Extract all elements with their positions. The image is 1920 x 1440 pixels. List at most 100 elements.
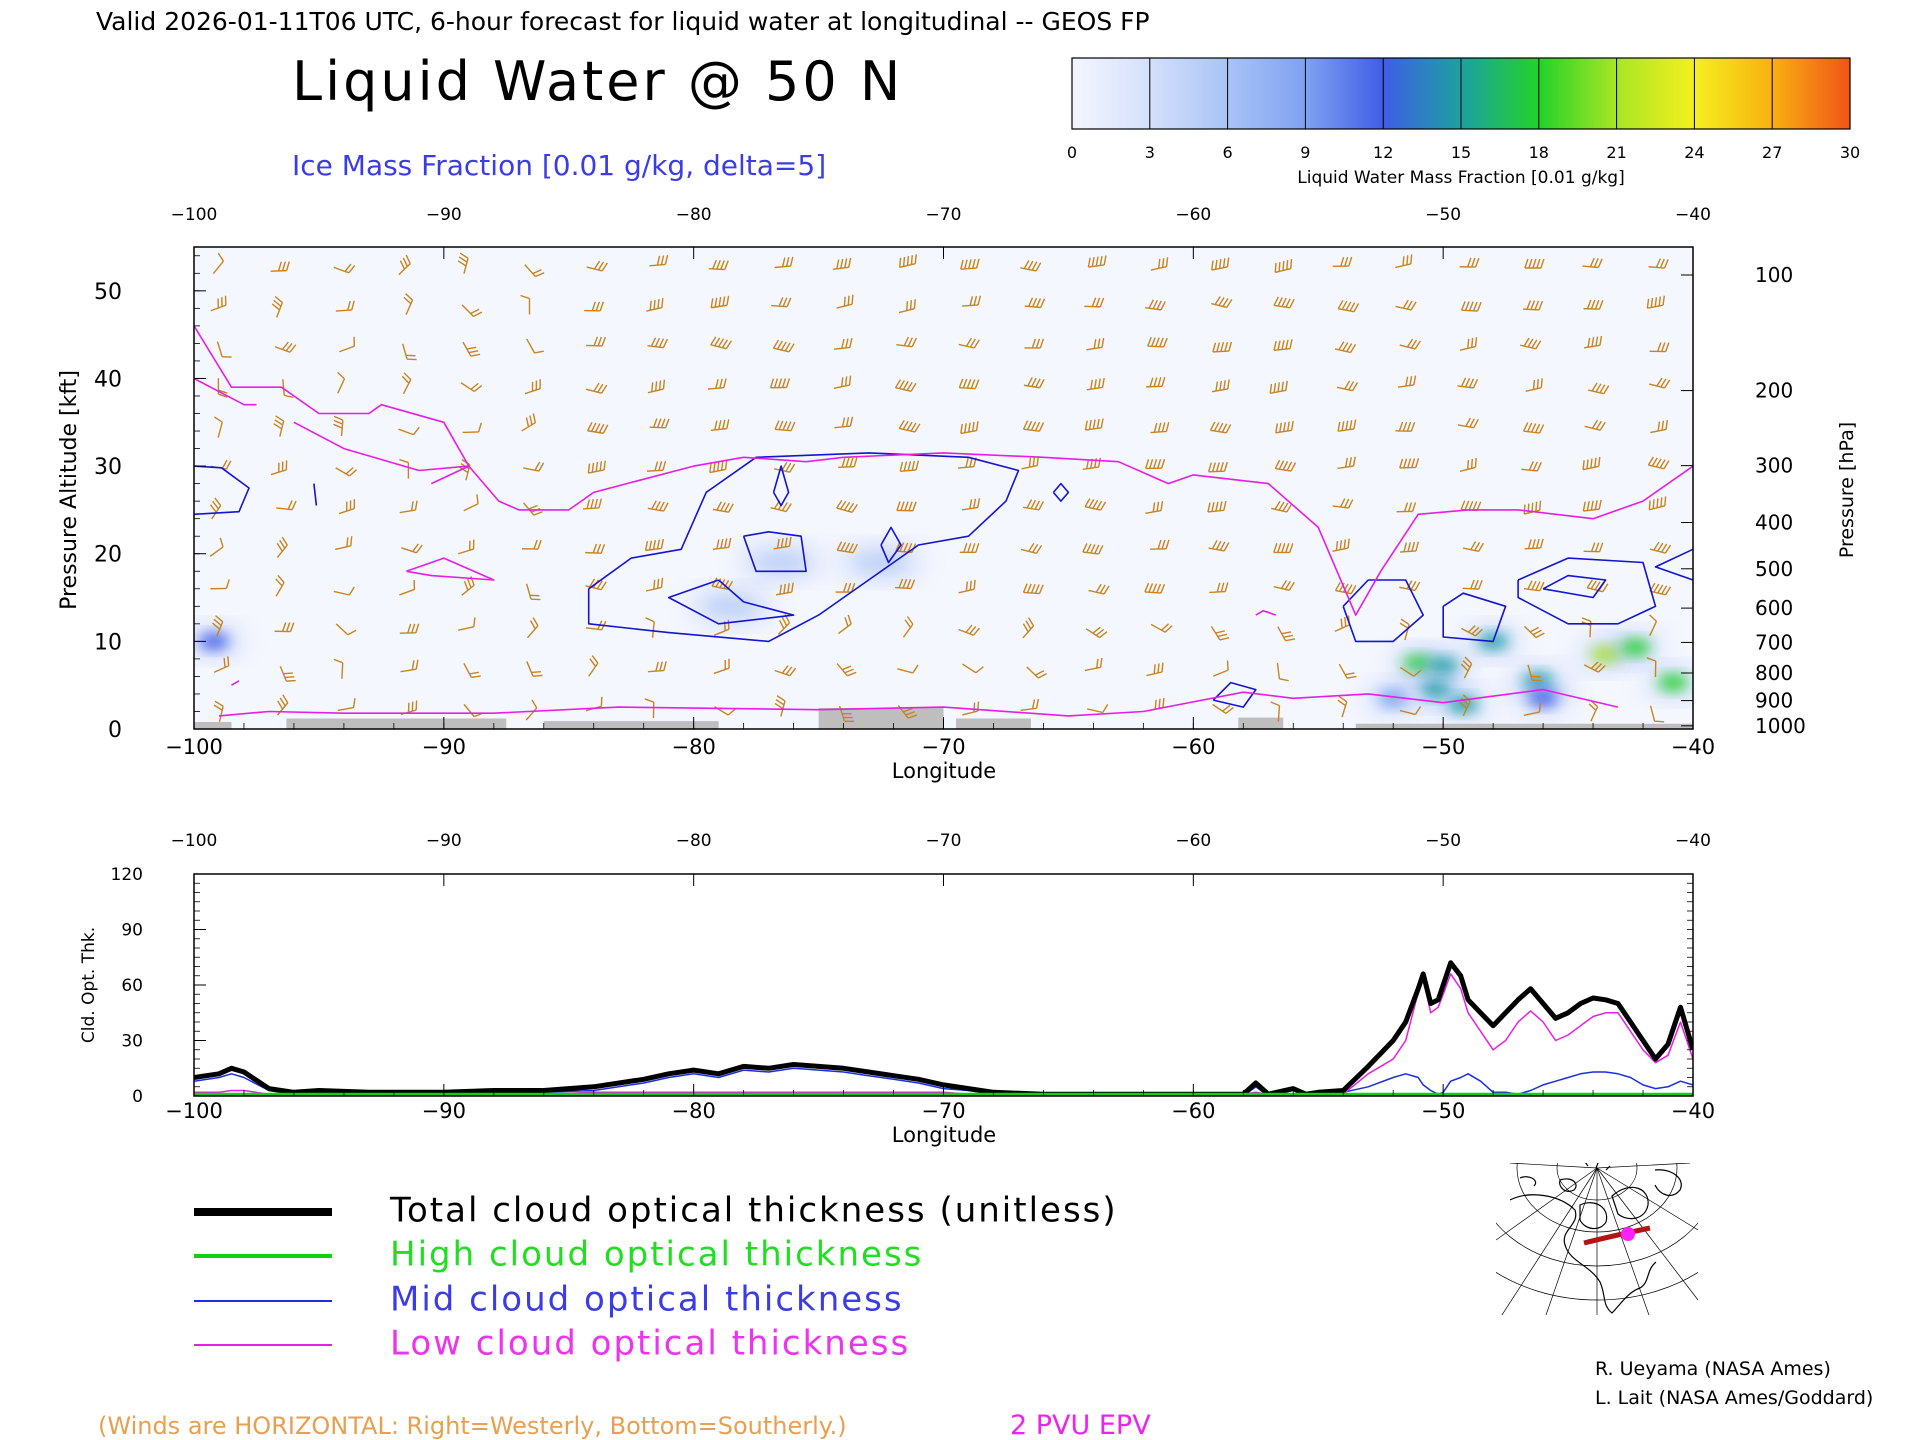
wind-barb: [333, 263, 356, 274]
wind-barb-flag: [651, 382, 654, 392]
wind-barb: [1649, 541, 1672, 554]
wind-barb-flag: [1273, 340, 1277, 351]
wind-barb: [1395, 299, 1417, 311]
epv-note: 2 PVU EPV: [1010, 1410, 1151, 1440]
wind-barb-flag: [1341, 300, 1348, 310]
wind-barb-flag: [1589, 257, 1595, 268]
wind-barb: [1459, 694, 1471, 717]
wind-barb-flag: [973, 498, 977, 509]
wind-barb: [1087, 255, 1107, 268]
wind-barb-flag: [1346, 584, 1353, 594]
wind-barb: [1270, 701, 1281, 722]
wind-barb-flag: [1598, 499, 1602, 510]
wind-barb: [832, 257, 852, 270]
wind-barb-flag: [586, 422, 593, 432]
wind-barb: [1273, 296, 1295, 309]
wind-barb-flag: [218, 393, 228, 398]
wind-barb: [585, 382, 608, 394]
wind-barb-flag: [1464, 656, 1473, 665]
wind-barb: [1207, 461, 1228, 473]
wind-barb-flag: [784, 342, 791, 352]
wind-barb-flag: [1277, 382, 1281, 392]
colorbar: 0 3 6 9 12 15 18 21 24 27 30: [1067, 57, 1860, 162]
wind-barb: [586, 260, 608, 272]
wind-barb-shaft: [523, 467, 540, 472]
main-plot-background: [194, 247, 1693, 729]
wind-barb-flag: [1038, 584, 1044, 594]
wind-barb-flag: [399, 458, 409, 464]
wind-barb-flag: [1337, 300, 1344, 310]
wind-barb-flag: [911, 460, 916, 471]
wind-barb-flag: [1663, 259, 1669, 269]
wind-barb-flag: [1161, 422, 1166, 432]
wind-barb-flag: [1531, 539, 1536, 549]
wind-barb-flag: [848, 257, 852, 268]
wind-barb-flag: [659, 661, 663, 671]
wind-barb: [647, 379, 666, 394]
wind-barb-flag: [844, 617, 849, 627]
wind-barb: [526, 338, 544, 354]
main-ticks: −100 −100 −90 −90 −80 −80 −70 −70 −60 −60 −50 −50 −4…: [94, 205, 1806, 759]
wind-barb-flag: [1459, 701, 1468, 710]
wind-barb-flag: [1410, 254, 1413, 264]
wind-barb-flag: [1657, 421, 1661, 432]
wind-barb-flag: [716, 260, 721, 270]
wind-barb-flag: [1530, 300, 1536, 310]
wind-barb-flag: [650, 337, 657, 347]
wind-barb-flag: [842, 582, 848, 593]
wind-barb-flag: [1476, 501, 1482, 511]
wind-barb-flag: [1603, 385, 1610, 395]
wind-barb-flag: [1659, 459, 1666, 469]
wind-barb: [960, 258, 980, 270]
wind-barb-flag: [789, 256, 794, 267]
wind-barb: [896, 336, 917, 348]
wind-barb: [270, 460, 288, 476]
wind-barb: [710, 336, 732, 350]
lower-x-tick-label: −70: [921, 1099, 965, 1123]
wind-barb: [1084, 657, 1103, 672]
wind-barb-flag: [1414, 706, 1422, 715]
ice-contour: [1442, 592, 1507, 643]
wind-barb: [586, 422, 609, 434]
page-title: Liquid Water @ 50 N: [292, 50, 903, 113]
wind-barb: [403, 293, 414, 315]
wind-barb-flag: [1281, 340, 1285, 350]
wind-barb-flag: [1157, 422, 1162, 433]
wind-barb: [1274, 459, 1297, 472]
wind-barb-flag: [1034, 500, 1041, 510]
wind-barb-flag: [1650, 297, 1654, 308]
wind-barb-flag: [716, 501, 722, 511]
wind-barb-flag: [1227, 379, 1230, 390]
wind-barb: [337, 698, 356, 712]
wind-barb-flag: [1664, 496, 1667, 506]
main-x-tick-label: −100: [165, 735, 223, 759]
liquid-water-blob: [841, 548, 922, 577]
main-y-tick-label: 0: [108, 718, 122, 743]
wind-barb-flag: [1467, 257, 1472, 268]
wind-barb-flag: [591, 655, 599, 664]
wind-barb: [1150, 623, 1173, 633]
wind-barb-flag: [213, 704, 223, 711]
wind-barb: [463, 663, 481, 679]
wind-barb: [1273, 580, 1295, 591]
wind-barb-flag: [781, 461, 788, 471]
wind-barb: [962, 295, 982, 307]
wind-barb-flag: [1034, 421, 1041, 431]
wind-barb-flag: [1343, 539, 1346, 549]
ice-contour: [1052, 482, 1070, 502]
wind-barb-flag: [411, 701, 414, 712]
wind-barb-flag: [603, 460, 606, 471]
wind-barb-flag: [347, 629, 357, 636]
wind-barb: [1337, 456, 1356, 470]
wind-barb-flag: [1646, 298, 1650, 309]
wind-barb-flag: [722, 296, 726, 306]
wind-barb-flag: [225, 579, 230, 589]
wind-barb: [333, 586, 355, 596]
wind-barb-flag: [1348, 381, 1355, 391]
wind-barb-flag: [1342, 583, 1349, 593]
wind-barb: [1460, 656, 1473, 679]
wind-barb: [1022, 617, 1035, 639]
wind-barb: [649, 418, 670, 429]
wind-barb-flag: [1655, 458, 1662, 468]
wind-barb-flag: [1216, 342, 1221, 352]
